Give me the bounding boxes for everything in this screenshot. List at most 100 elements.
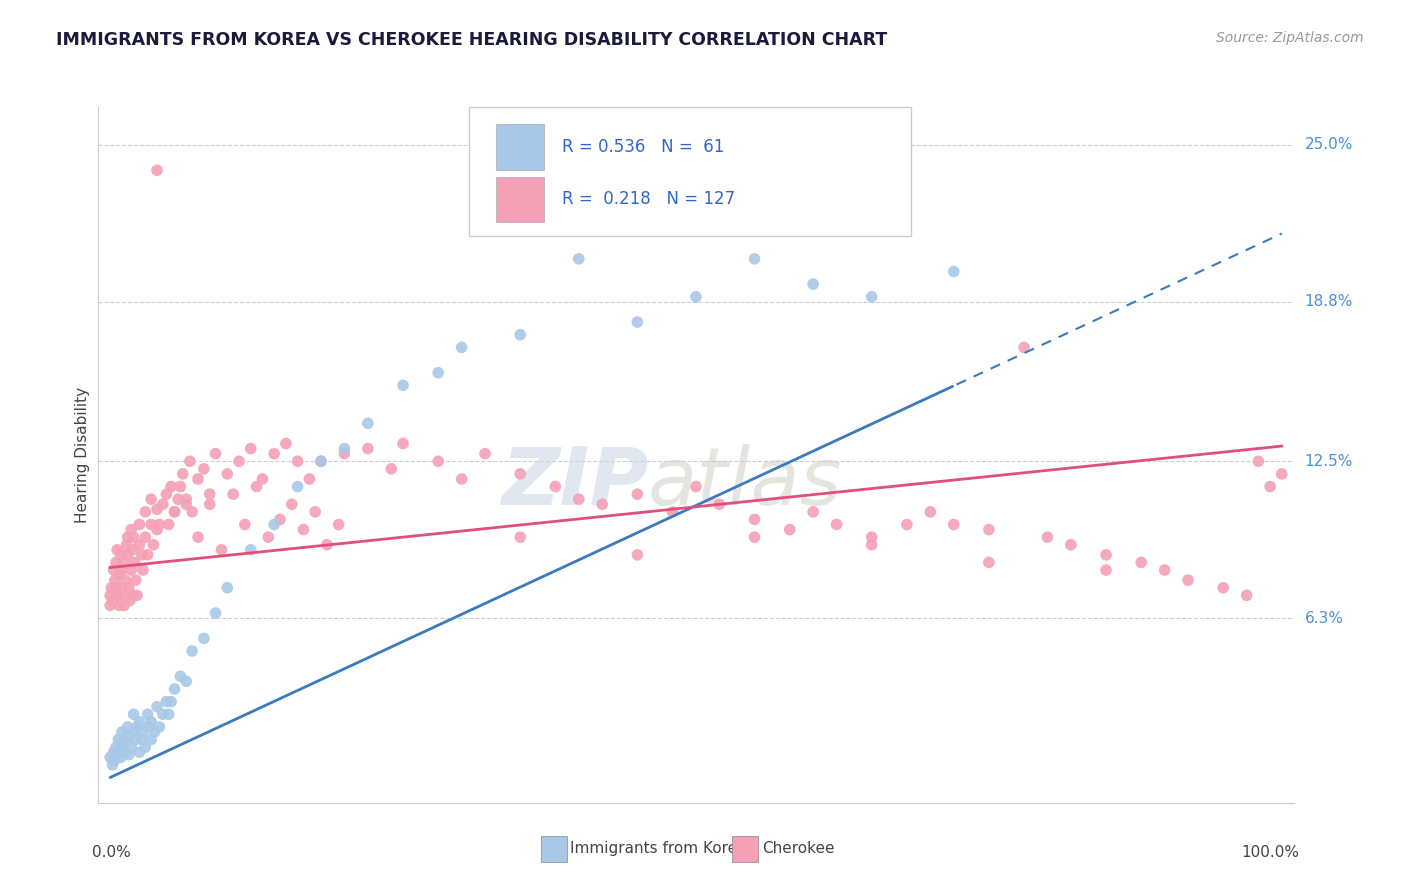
Text: IMMIGRANTS FROM KOREA VS CHEROKEE HEARING DISABILITY CORRELATION CHART: IMMIGRANTS FROM KOREA VS CHEROKEE HEARIN…: [56, 31, 887, 49]
Point: [120, 563, 142, 577]
Point: [124, 556, 146, 570]
Point: [155, 487, 177, 501]
Point: [110, 750, 132, 764]
Point: [1212, 581, 1234, 595]
Point: [187, 472, 209, 486]
Point: [148, 517, 170, 532]
Text: R =  0.218   N = 127: R = 0.218 N = 127: [562, 190, 735, 208]
Point: [204, 447, 226, 461]
Point: [1177, 573, 1199, 587]
Point: [100, 581, 122, 595]
Point: [181, 505, 204, 519]
Point: [127, 588, 149, 602]
Point: [269, 512, 291, 526]
Point: [132, 725, 155, 739]
Point: [801, 505, 824, 519]
Point: [120, 593, 141, 607]
Point: [685, 290, 707, 304]
Point: [257, 530, 280, 544]
Point: [1258, 479, 1281, 493]
FancyBboxPatch shape: [470, 107, 911, 235]
Point: [474, 447, 496, 461]
Point: [157, 707, 180, 722]
Point: [239, 542, 262, 557]
Point: [141, 732, 163, 747]
Point: [274, 436, 297, 450]
Point: [105, 581, 128, 595]
Text: ZIP: ZIP: [501, 443, 648, 522]
Point: [779, 523, 801, 537]
Point: [744, 252, 766, 266]
Point: [122, 530, 145, 544]
Point: [131, 548, 153, 562]
Point: [217, 467, 239, 481]
Point: [134, 740, 156, 755]
Point: [860, 290, 883, 304]
Point: [174, 674, 197, 689]
Point: [193, 632, 215, 646]
Text: 0.0%: 0.0%: [93, 845, 131, 860]
Point: [103, 745, 125, 759]
Point: [193, 462, 215, 476]
Point: [112, 588, 135, 602]
Point: [105, 556, 128, 570]
Point: [118, 581, 141, 595]
Point: [117, 720, 139, 734]
Point: [357, 417, 380, 431]
Point: [141, 517, 163, 532]
Point: [128, 538, 150, 552]
Point: [1271, 467, 1294, 481]
Point: [101, 757, 124, 772]
Point: [380, 462, 402, 476]
Point: [181, 644, 204, 658]
Point: [122, 707, 145, 722]
Point: [450, 472, 472, 486]
Point: [157, 517, 180, 532]
Point: [281, 497, 304, 511]
Point: [709, 497, 731, 511]
Point: [103, 563, 125, 577]
Point: [160, 695, 183, 709]
Point: [1095, 548, 1118, 562]
Point: [174, 492, 197, 507]
Point: [120, 523, 142, 537]
Point: [128, 714, 150, 729]
Point: [568, 252, 591, 266]
Point: [309, 454, 332, 468]
Point: [626, 487, 648, 501]
Point: [108, 742, 131, 756]
Point: [450, 340, 472, 354]
Point: [138, 720, 160, 734]
Point: [105, 542, 128, 557]
Point: [172, 467, 194, 481]
Point: [141, 492, 163, 507]
Point: [117, 530, 139, 544]
Text: atlas: atlas: [648, 443, 844, 522]
Point: [143, 725, 166, 739]
Point: [111, 738, 134, 752]
Point: [942, 264, 965, 278]
Point: [217, 581, 239, 595]
Point: [108, 568, 131, 582]
Text: 25.0%: 25.0%: [1305, 137, 1353, 153]
Point: [121, 542, 143, 557]
Point: [744, 530, 766, 544]
Point: [357, 442, 380, 456]
Point: [115, 538, 138, 552]
Point: [105, 747, 128, 762]
Point: [108, 599, 131, 613]
Point: [160, 479, 183, 493]
Point: [1130, 556, 1153, 570]
Point: [101, 593, 124, 607]
Point: [136, 707, 159, 722]
Point: [98, 599, 121, 613]
Point: [117, 548, 139, 562]
Point: [568, 492, 591, 507]
Point: [125, 573, 148, 587]
Point: [112, 745, 135, 759]
Point: [111, 581, 134, 595]
Point: [146, 699, 169, 714]
Point: [626, 548, 648, 562]
Text: 12.5%: 12.5%: [1305, 454, 1353, 468]
Point: [111, 563, 134, 577]
